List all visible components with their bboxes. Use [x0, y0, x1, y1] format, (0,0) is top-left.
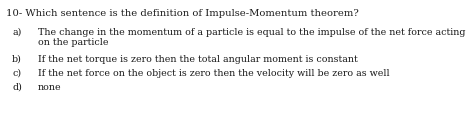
Text: If the net torque is zero then the total angular moment is constant: If the net torque is zero then the total…	[38, 55, 358, 64]
Text: a): a)	[13, 28, 22, 37]
Text: none: none	[38, 83, 62, 92]
Text: d): d)	[12, 83, 22, 92]
Text: 10- Which sentence is the definition of Impulse-Momentum theorem?: 10- Which sentence is the definition of …	[6, 9, 359, 18]
Text: If the net force on the object is zero then the velocity will be zero as well: If the net force on the object is zero t…	[38, 69, 390, 78]
Text: b): b)	[12, 55, 22, 64]
Text: The change in the momentum of a particle is equal to the impulse of the net forc: The change in the momentum of a particle…	[38, 28, 466, 37]
Text: on the particle: on the particle	[38, 38, 109, 47]
Text: c): c)	[13, 69, 22, 78]
